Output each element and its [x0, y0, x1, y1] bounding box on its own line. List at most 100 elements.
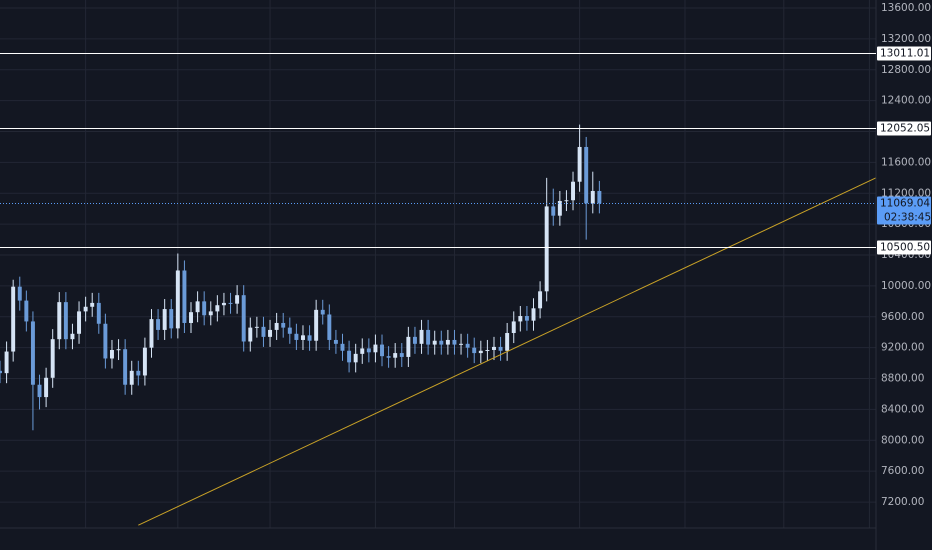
candle-body	[103, 323, 108, 359]
candle-body	[268, 329, 273, 337]
candle-body	[498, 346, 503, 351]
candle-body	[314, 309, 319, 341]
candle-body	[465, 343, 470, 348]
candle-body	[511, 321, 516, 334]
candle-body	[4, 351, 9, 374]
candle-body	[320, 309, 325, 315]
y-tick-label: 8800.00	[881, 373, 924, 385]
candle-body	[57, 302, 62, 340]
candle-body	[597, 190, 602, 204]
y-tick-label: 11200.00	[881, 187, 931, 199]
y-tick-label: 13200.00	[881, 33, 931, 45]
candle-body	[419, 329, 424, 344]
last-price-label: 11069.04	[880, 198, 930, 210]
candle-body	[538, 291, 543, 309]
candle-body	[307, 335, 312, 341]
level-label: 12052.05	[880, 123, 930, 135]
candle-body	[215, 305, 220, 312]
candle-body	[301, 335, 305, 340]
level-label-box	[877, 240, 931, 255]
y-tick-label: 10000.00	[881, 280, 931, 292]
trendline	[138, 177, 877, 526]
candle-body	[426, 329, 431, 345]
candle-body	[478, 350, 483, 354]
candle-body	[485, 349, 490, 351]
y-tick-label: 12800.00	[881, 64, 931, 76]
candle-body	[90, 302, 95, 307]
countdown-label: 02:38:45	[884, 212, 931, 224]
time-axis	[0, 528, 876, 550]
candle-body	[77, 311, 82, 334]
candle-body	[439, 340, 444, 345]
candle-body	[590, 190, 595, 204]
candle-body	[116, 349, 121, 351]
candle-body	[412, 336, 417, 344]
candle-body	[287, 327, 292, 334]
price-axis	[876, 0, 932, 550]
candle-body	[380, 344, 384, 357]
y-tick-label: 10400.00	[881, 249, 931, 261]
candle-body	[241, 295, 246, 342]
candle-body	[492, 346, 496, 350]
candle-body	[175, 270, 180, 329]
level-label-box	[877, 46, 931, 61]
candle-body	[340, 343, 345, 351]
candle-body	[564, 200, 569, 202]
candle-body	[228, 302, 233, 304]
candle-body	[281, 322, 286, 328]
candle-body	[11, 286, 16, 352]
candle-body	[386, 356, 391, 358]
candle-body	[189, 312, 193, 323]
candle-body	[518, 316, 523, 322]
candle-body	[557, 201, 562, 216]
candle-body	[406, 336, 411, 357]
candle-body	[63, 302, 68, 340]
candle-body	[195, 301, 200, 313]
candle-body	[37, 384, 42, 398]
candle-body	[584, 146, 589, 204]
candle-body	[235, 295, 240, 304]
candle-body	[109, 349, 114, 359]
level-label: 13011.01	[880, 48, 930, 60]
candle-body	[327, 314, 332, 340]
candle-body	[393, 353, 398, 358]
y-tick-label: 11600.00	[881, 156, 931, 168]
candle-body	[399, 353, 404, 357]
candle-body	[544, 206, 549, 292]
candle-body	[347, 350, 352, 363]
candle-body	[50, 339, 55, 378]
y-tick-label: 8000.00	[881, 434, 924, 446]
candle-body	[162, 309, 167, 330]
candle-body	[248, 327, 253, 342]
candle-body	[366, 348, 371, 353]
candle-body	[123, 349, 128, 385]
candle-body	[30, 321, 35, 385]
candle-body	[142, 347, 147, 376]
candle-body	[274, 322, 279, 330]
candle-body	[83, 306, 88, 312]
candle-body	[44, 377, 49, 398]
candle-body	[208, 311, 213, 316]
candle-body	[96, 302, 101, 324]
level-label-box	[877, 121, 931, 136]
candle-body	[445, 339, 450, 345]
candle-body	[294, 333, 299, 340]
level-label: 10500.50	[880, 242, 930, 254]
candle-body	[221, 302, 226, 306]
y-tick-label: 9600.00	[881, 311, 924, 323]
candle-body	[202, 301, 207, 316]
candle-body	[531, 308, 536, 321]
last-price-box	[877, 196, 931, 225]
candle-body	[261, 326, 266, 337]
candle-body	[577, 146, 582, 182]
candle-body	[432, 340, 437, 345]
candle-body	[70, 333, 75, 340]
y-tick-label: 7200.00	[881, 496, 924, 508]
candle-body	[353, 353, 358, 363]
candle-body	[0, 370, 2, 374]
y-tick-label: 12400.00	[881, 95, 931, 107]
candle-body	[360, 348, 365, 354]
